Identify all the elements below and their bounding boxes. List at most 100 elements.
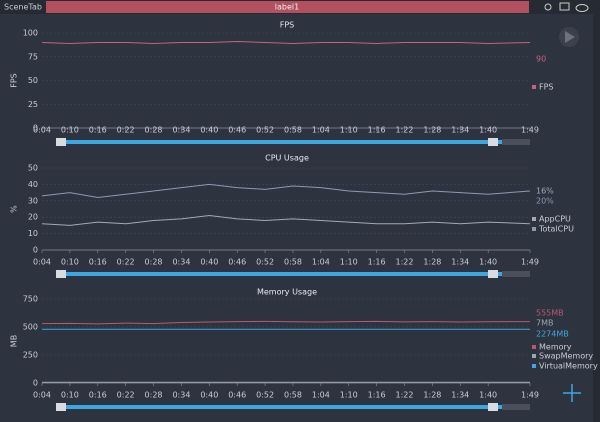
cloud-icon[interactable] [575, 4, 589, 12]
legend-label: AppCPU [539, 215, 571, 224]
x-tick-label: 1:34 [451, 391, 469, 400]
x-tick-label: 1:34 [451, 126, 469, 135]
x-tick-label: 1:04 [312, 126, 330, 135]
series-line [41, 320, 531, 325]
x-tick-label: 1:28 [423, 126, 441, 135]
y-tick-label: 75 [28, 52, 38, 61]
slider-handle-left[interactable] [56, 270, 66, 278]
y-tick-label: 0 [33, 379, 38, 388]
y-axis-label: MB [10, 335, 19, 347]
x-tick-label: 0:34 [172, 258, 190, 267]
legend-label: VirtualMemory [539, 362, 598, 371]
x-tick-label: 0:52 [256, 126, 274, 135]
x-tick-label: 0:16 [89, 258, 107, 267]
tab[interactable]: SceneTab [4, 3, 42, 12]
x-tick-label: 0:10 [61, 258, 79, 267]
readout: 90 [536, 55, 546, 64]
slider-handle-right[interactable] [488, 403, 498, 411]
readout: 2274MB [536, 330, 569, 339]
series-line [41, 183, 531, 199]
x-tick-label: 1:10 [340, 391, 358, 400]
y-tick-label: 50 [28, 76, 38, 85]
x-tick-label: 1:22 [396, 126, 414, 135]
x-tick-label: 1:22 [396, 258, 414, 267]
legend-swatch [532, 227, 536, 231]
chart-title: FPS [280, 21, 295, 30]
x-tick-label: 0:16 [89, 391, 107, 400]
legend-label: SwapMemory [539, 352, 593, 361]
legend-label: FPS [539, 83, 554, 92]
x-tick-label: 1:04 [312, 391, 330, 400]
move-icon[interactable] [563, 384, 581, 402]
x-tick-label: 0:28 [145, 391, 163, 400]
x-tick-label: 1:16 [368, 126, 386, 135]
x-tick-label: 0:22 [117, 126, 135, 135]
y-tick-label: 25 [28, 100, 38, 109]
legend-swatch [532, 85, 536, 89]
play-icon [565, 31, 575, 43]
x-tick-label: 0:58 [284, 258, 302, 267]
slider-track [56, 405, 502, 409]
label-bar [46, 1, 529, 13]
slider-rest [502, 139, 530, 145]
x-tick-label: 0:16 [89, 126, 107, 135]
y-tick-label: 750 [23, 295, 38, 304]
legend-swatch [532, 217, 536, 221]
x-tick-label: 1:40 [479, 391, 497, 400]
legend-swatch [532, 364, 536, 368]
x-tick-label: 0:40 [200, 391, 218, 400]
x-tick-label: 0:40 [200, 258, 218, 267]
x-tick-label: 0:34 [172, 391, 190, 400]
x-tick-label: 0:46 [228, 258, 246, 267]
y-tick-label: 0 [33, 124, 38, 133]
pin-icon[interactable] [544, 3, 552, 11]
x-tick-label: 1:22 [396, 391, 414, 400]
x-tick-label: 1:10 [340, 258, 358, 267]
x-tick-label: 1:04 [312, 258, 330, 267]
x-tick-label: 0:28 [145, 258, 163, 267]
x-tick-label: 0:04 [33, 391, 51, 400]
x-tick-label: 1:34 [451, 258, 469, 267]
chart-title: CPU Usage [265, 154, 309, 163]
folder-icon[interactable] [559, 2, 570, 11]
legend-swatch [532, 345, 536, 349]
y-tick-label: 500 [23, 323, 38, 332]
x-tick-label: 0:22 [117, 391, 135, 400]
x-tick-label: 0:52 [256, 391, 274, 400]
slider-handle-left[interactable] [56, 138, 66, 146]
x-tick-label: 1:49 [521, 126, 539, 135]
y-tick-label: 100 [23, 29, 38, 38]
x-tick-label: 0:04 [33, 258, 51, 267]
scrollbar[interactable] [593, 14, 600, 422]
slider-handle-right[interactable] [488, 270, 498, 278]
series-line [41, 41, 531, 44]
x-tick-label: 0:10 [61, 126, 79, 135]
x-tick-label: 0:46 [228, 391, 246, 400]
chart-title: Memory Usage [257, 288, 317, 297]
x-tick-label: 1:49 [521, 391, 539, 400]
y-tick-label: 20 [28, 213, 38, 222]
slider-rest [502, 271, 530, 277]
x-tick-label: 1:28 [423, 391, 441, 400]
series-line [41, 215, 531, 226]
x-tick-label: 0:10 [61, 391, 79, 400]
y-tick-label: 10 [28, 229, 38, 238]
x-tick-label: 1:49 [521, 258, 539, 267]
readout: 7MB [536, 319, 553, 328]
x-tick-label: 0:46 [228, 126, 246, 135]
x-tick-label: 0:58 [284, 126, 302, 135]
x-tick-label: 1:16 [368, 391, 386, 400]
label: label1 [275, 3, 299, 12]
slider-handle-right[interactable] [488, 138, 498, 146]
readout: 16% [536, 187, 554, 196]
slider-handle-left[interactable] [56, 403, 66, 411]
slider-track [56, 140, 502, 144]
x-tick-label: 1:40 [479, 258, 497, 267]
x-tick-label: 0:52 [256, 258, 274, 267]
y-tick-label: 250 [23, 351, 38, 360]
x-tick-label: 1:28 [423, 258, 441, 267]
x-tick-label: 0:34 [172, 126, 190, 135]
x-tick-label: 0:28 [145, 126, 163, 135]
